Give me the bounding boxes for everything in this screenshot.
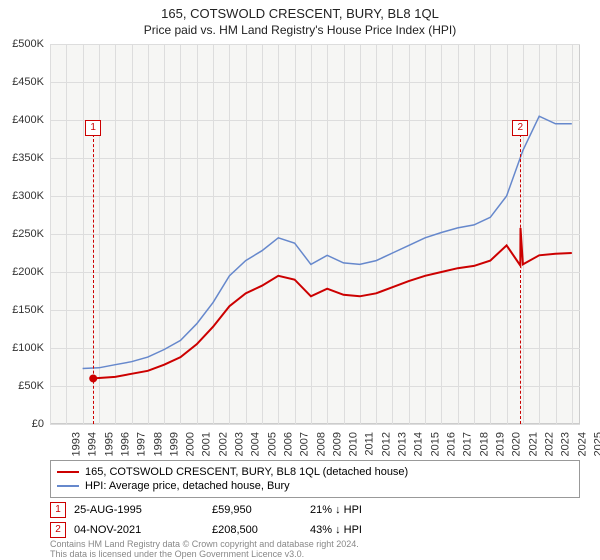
y-tick-label: £450K [0, 76, 44, 88]
x-tick-label: 2025 [592, 432, 600, 456]
x-tick-label: 2023 [560, 432, 572, 456]
x-tick-label: 2016 [446, 432, 458, 456]
chart-container: 165, COTSWOLD CRESCENT, BURY, BL8 1QL Pr… [0, 0, 600, 560]
x-tick-label: 2022 [543, 432, 555, 456]
x-tick-label: 2012 [380, 432, 392, 456]
x-tick-label: 1995 [103, 432, 115, 456]
x-tick-label: 2003 [234, 432, 246, 456]
x-tick-label: 2014 [413, 432, 425, 456]
transaction-marker: 2 [50, 522, 66, 538]
event-marker-line [520, 134, 521, 424]
legend-swatch [57, 485, 79, 487]
x-tick-label: 2000 [185, 432, 197, 456]
x-tick-label: 2013 [397, 432, 409, 456]
x-tick-label: 2011 [363, 432, 375, 456]
legend-row: HPI: Average price, detached house, Bury [57, 479, 573, 493]
x-tick-label: 2009 [331, 432, 343, 456]
chart-subtitle: Price paid vs. HM Land Registry's House … [0, 21, 600, 37]
legend-row: 165, COTSWOLD CRESCENT, BURY, BL8 1QL (d… [57, 465, 573, 479]
legend-label: HPI: Average price, detached house, Bury [85, 480, 290, 492]
chart-title: 165, COTSWOLD CRESCENT, BURY, BL8 1QL [0, 0, 600, 21]
y-tick-label: £250K [0, 228, 44, 240]
transaction-pct: 21% ↓ HPI [310, 504, 430, 516]
x-tick-label: 2002 [217, 432, 229, 456]
x-tick-label: 2006 [282, 432, 294, 456]
x-tick-label: 1994 [87, 432, 99, 456]
x-tick-label: 1998 [152, 432, 164, 456]
y-tick-label: £50K [0, 380, 44, 392]
transaction-date: 25-AUG-1995 [74, 504, 204, 516]
x-tick-label: 2017 [462, 432, 474, 456]
event-marker-line [93, 134, 94, 424]
y-tick-label: £500K [0, 38, 44, 50]
x-tick-label: 2024 [576, 432, 588, 456]
chart-area: 12 £0£50K£100K£150K£200K£250K£300K£350K£… [50, 44, 580, 424]
footer-attribution: Contains HM Land Registry data © Crown c… [50, 540, 580, 560]
series-line [93, 228, 572, 379]
y-tick-label: £400K [0, 114, 44, 126]
x-tick-label: 2007 [299, 432, 311, 456]
y-tick-label: £150K [0, 304, 44, 316]
y-tick-label: £200K [0, 266, 44, 278]
x-tick-label: 2019 [494, 432, 506, 456]
x-tick-label: 2010 [348, 432, 360, 456]
plot-svg [50, 44, 580, 424]
legend-label: 165, COTSWOLD CRESCENT, BURY, BL8 1QL (d… [85, 466, 408, 478]
x-tick-label: 1996 [119, 432, 131, 456]
transaction-row: 1 25-AUG-1995 £59,950 21% ↓ HPI [50, 500, 580, 520]
x-tick-label: 1997 [136, 432, 148, 456]
transaction-pct: 43% ↓ HPI [310, 524, 430, 536]
y-tick-label: £300K [0, 190, 44, 202]
x-tick-label: 2005 [266, 432, 278, 456]
x-tick-label: 2018 [478, 432, 490, 456]
series-line [83, 116, 572, 368]
transaction-price: £208,500 [212, 524, 302, 536]
x-tick-label: 1999 [168, 432, 180, 456]
transactions-table: 1 25-AUG-1995 £59,950 21% ↓ HPI 2 04-NOV-2021… [50, 500, 580, 540]
y-tick-label: £0 [0, 418, 44, 430]
y-tick-label: £350K [0, 152, 44, 164]
x-tick-label: 2004 [250, 432, 262, 456]
transaction-row: 2 04-NOV-2021 £208,500 43% ↓ HPI [50, 520, 580, 540]
footer-line-1: Contains HM Land Registry data © Crown c… [50, 539, 359, 549]
transaction-price: £59,950 [212, 504, 302, 516]
x-tick-label: 2015 [429, 432, 441, 456]
y-tick-label: £100K [0, 342, 44, 354]
transaction-date: 04-NOV-2021 [74, 524, 204, 536]
x-tick-label: 2001 [201, 432, 213, 456]
x-tick-label: 2021 [527, 432, 539, 456]
footer-line-2: This data is licensed under the Open Gov… [50, 549, 304, 559]
transaction-marker: 1 [50, 502, 66, 518]
event-marker-box: 2 [512, 120, 528, 136]
legend-swatch [57, 471, 79, 473]
x-tick-label: 2008 [315, 432, 327, 456]
x-tick-label: 2020 [511, 432, 523, 456]
event-marker-box: 1 [85, 120, 101, 136]
x-tick-label: 1993 [70, 432, 82, 456]
legend: 165, COTSWOLD CRESCENT, BURY, BL8 1QL (d… [50, 460, 580, 498]
